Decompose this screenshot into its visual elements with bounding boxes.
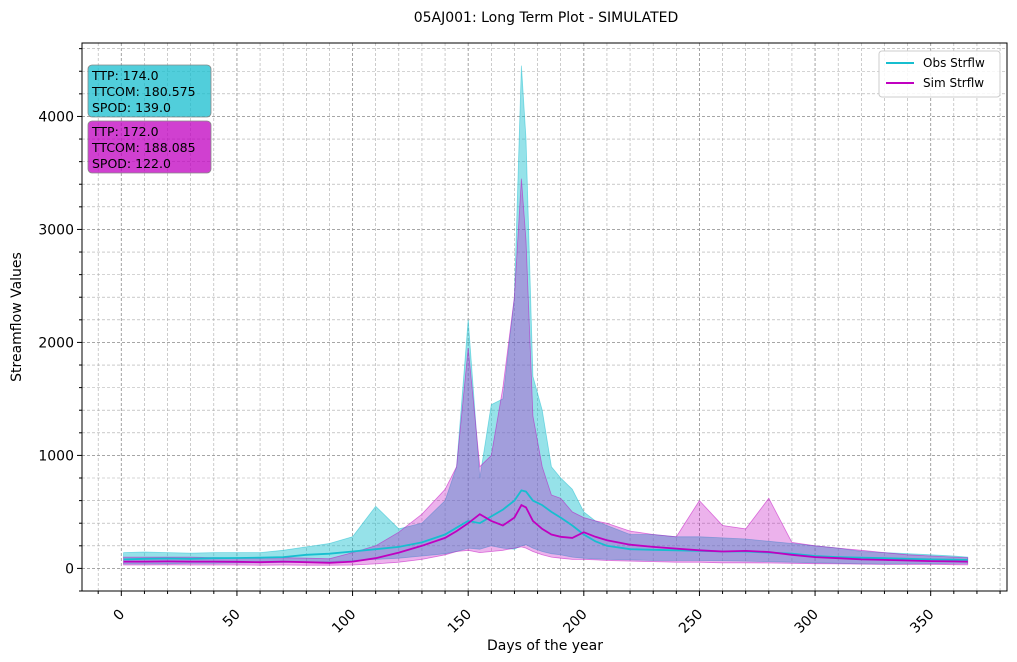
x-tick-label: 50 [220,607,244,631]
x-tick-label: 150 [445,607,475,637]
x-tick-label: 200 [560,607,590,637]
legend-label: Obs Strflw [923,56,985,70]
uncertainty-bands [123,65,969,566]
stat-box-line: TTCOM: 188.085 [91,140,196,155]
legend-label: Sim Strflw [923,76,984,90]
y-tick-label: 1000 [38,448,74,464]
y-tick-label: 0 [65,561,74,577]
y-axis-ticks: 0 1000 2000 3000 4000 [38,48,82,592]
x-tick-label: 0 [111,607,129,625]
plot-frame [81,42,1008,592]
stat-box-line: TTP: 174.0 [91,68,159,83]
y-tick-label: 2000 [38,335,74,351]
stat-box-line: SPOD: 122.0 [92,156,171,171]
chart-title: 05AJ001: Long Term Plot - SIMULATED [414,10,679,26]
x-tick-label: 100 [329,607,359,637]
x-tick-label: 300 [792,607,822,637]
band-sim [123,178,969,566]
x-tick-label: 250 [676,607,706,637]
x-tick-label: 350 [907,607,937,637]
y-tick-label: 4000 [38,109,74,125]
x-axis-ticks: 0 50 100 150 200 250 300 350 [97,591,1001,637]
legend: Obs Strflw Sim Strflw [878,50,1001,98]
y-tick-label: 3000 [38,222,74,238]
line-sim [123,503,968,564]
mean-lines [123,489,968,564]
stat-box [87,120,212,174]
stat-box-line: TTP: 172.0 [91,124,159,139]
line-obs [123,489,968,561]
y-axis-label: Streamflow Values [9,252,25,382]
stat-box [87,64,212,118]
stat-box-line: SPOD: 139.0 [92,100,171,115]
x-axis-label: Days of the year [487,638,603,654]
stat-box-line: TTCOM: 180.575 [91,84,196,99]
